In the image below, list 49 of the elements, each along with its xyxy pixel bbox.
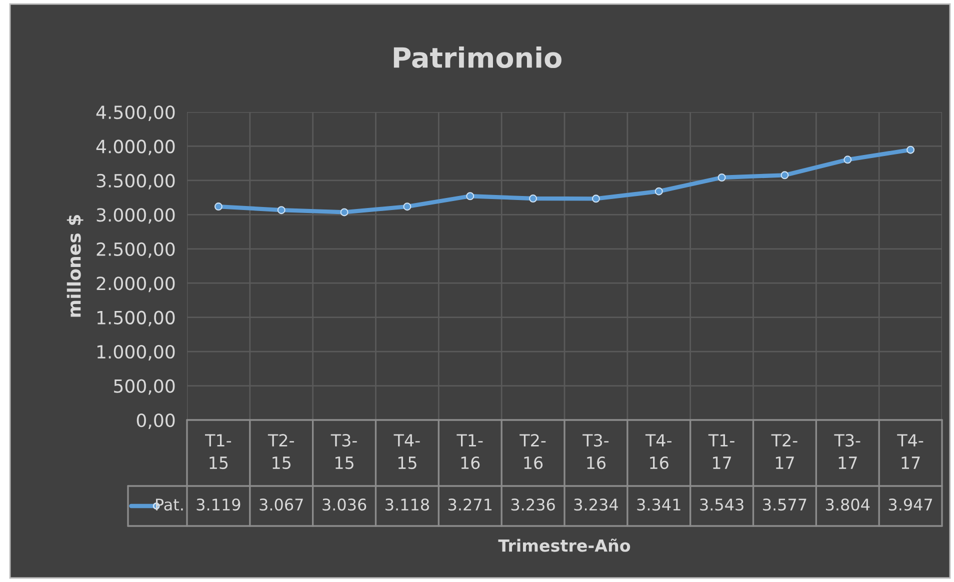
y-tick-label: 2.500,00 bbox=[96, 242, 175, 258]
data-label: 3.119 bbox=[196, 498, 240, 511]
y-tick-label: 3.500,00 bbox=[96, 174, 175, 190]
point bbox=[340, 208, 348, 216]
point bbox=[718, 174, 726, 182]
point bbox=[214, 202, 222, 211]
point bbox=[466, 192, 474, 200]
data-label: 3.118 bbox=[386, 498, 429, 511]
point bbox=[780, 171, 789, 180]
point bbox=[906, 146, 915, 154]
point bbox=[654, 187, 663, 196]
x-tick-label: T3-15 bbox=[330, 434, 357, 470]
x-tick-label: T2-15 bbox=[268, 434, 294, 470]
y-tick-label: 1.000,00 bbox=[97, 345, 175, 361]
x-tick-label: T1-15 bbox=[205, 434, 232, 470]
data-label: 3.036 bbox=[322, 498, 366, 511]
y-tick-label: 1.500,00 bbox=[97, 310, 175, 326]
data-label: 3.271 bbox=[448, 498, 492, 511]
y-tick-label: 3.000,00 bbox=[96, 208, 175, 224]
point bbox=[529, 194, 538, 203]
data-label: 3.577 bbox=[763, 498, 806, 511]
x-axis-title: Trimestre-Año bbox=[498, 538, 630, 552]
x-tick-label: T1-16 bbox=[456, 434, 483, 470]
data-label: 3.236 bbox=[511, 498, 555, 511]
point bbox=[403, 202, 412, 211]
point bbox=[277, 206, 286, 214]
data-label: 3.341 bbox=[637, 498, 680, 511]
x-tick-label: T4-16 bbox=[645, 434, 672, 470]
y-tick-label: 0,00 bbox=[136, 413, 175, 429]
y-tick-label: 4.000,00 bbox=[96, 140, 175, 156]
x-tick-label: T3-16 bbox=[582, 434, 609, 470]
point bbox=[592, 194, 600, 203]
y-tick-label: 4.500,00 bbox=[96, 105, 175, 121]
y-tick-label: 500,00 bbox=[114, 379, 175, 395]
data-label: 3.947 bbox=[888, 498, 932, 511]
data-label: 3.067 bbox=[260, 498, 303, 511]
x-tick-label: T4-17 bbox=[897, 434, 924, 469]
data-label: 3.234 bbox=[574, 498, 618, 511]
x-tick-label: T2-16 bbox=[520, 434, 546, 470]
data-label: 3.804 bbox=[826, 498, 870, 511]
x-tick-label: T4-15 bbox=[394, 434, 420, 470]
point bbox=[844, 156, 852, 164]
y-tick-label: 2.000,00 bbox=[96, 276, 175, 292]
data-label: 3.543 bbox=[700, 498, 744, 511]
x-tick-label: T3-17 bbox=[834, 434, 860, 469]
x-tick-label: T2-17 bbox=[771, 434, 798, 469]
x-tick-label: T1-17 bbox=[708, 434, 734, 469]
chart-title: Patrimonio bbox=[394, 46, 562, 68]
y-axis-title: millones $ bbox=[66, 214, 84, 317]
